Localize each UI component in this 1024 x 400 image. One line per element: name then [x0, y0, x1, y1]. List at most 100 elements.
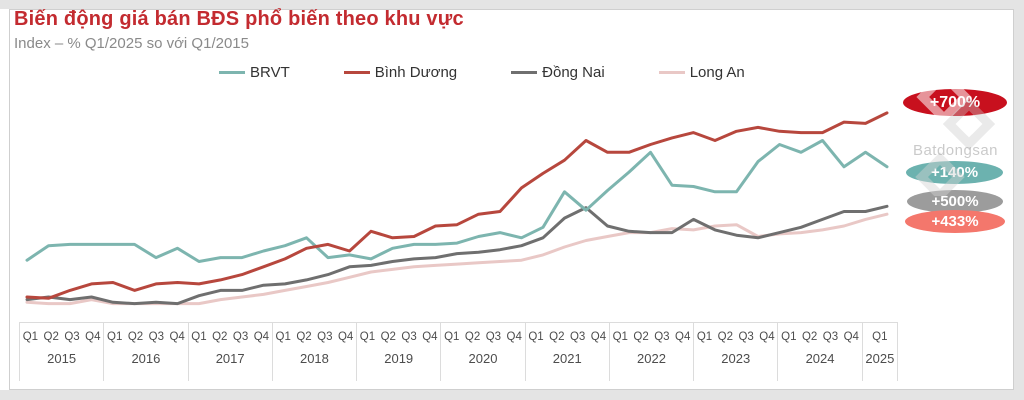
quarter-label: Q1: [275, 331, 291, 343]
legend-swatch: [658, 71, 685, 74]
quarters-row: Q1: [863, 323, 897, 343]
quarter-label: Q2: [549, 331, 565, 343]
quarter-label: Q4: [759, 331, 775, 343]
year-label: 2022: [637, 351, 666, 366]
quarters-row: Q1 Q2 Q3 Q4: [189, 323, 272, 343]
year-group-2021: Q1 Q2 Q3 Q4 2021: [524, 323, 609, 381]
quarter-label: Q4: [169, 331, 185, 343]
quarters-row: Q1 Q2 Q3 Q4: [694, 323, 777, 343]
year-group-2018: Q1 Q2 Q3 Q4 2018: [271, 323, 356, 381]
chart-title: Biến động giá bán BĐS phổ biến theo khu …: [14, 8, 464, 30]
year-group-2017: Q1 Q2 Q3 Q4 2017: [187, 323, 272, 381]
x-axis: Q1 Q2 Q3 Q4 2015 Q1 Q2 Q3 Q4 2016 Q1 Q2 Q3 Q4 2017 Q1 Q2…: [19, 322, 899, 381]
series-line-bình-dương: [25, 111, 889, 300]
quarters-row: Q1 Q2 Q3 Q4: [357, 323, 440, 343]
series-line-đồng-nai: [25, 204, 889, 306]
end-badge-2: +140%: [906, 161, 1003, 184]
quarter-label: Q2: [296, 331, 312, 343]
quarters-row: Q1 Q2 Q3 Q4: [610, 323, 693, 343]
quarter-label: Q1: [612, 331, 628, 343]
series-line-brvt: [25, 139, 889, 263]
quarter-label: Q2: [127, 331, 144, 343]
quarter-label: Q1: [22, 331, 39, 343]
quarter-label: Q2: [43, 331, 59, 343]
quarter-label: Q2: [212, 331, 228, 343]
quarter-label: Q3: [738, 331, 754, 343]
quarters-row: Q1 Q2 Q3 Q4: [20, 323, 103, 343]
quarter-label: Q4: [843, 331, 859, 343]
quarter-label: Q1: [444, 331, 460, 343]
year-label: 2023: [721, 351, 751, 366]
year-group-2015: Q1 Q2 Q3 Q4 2015: [19, 323, 103, 381]
year-label: 2015: [47, 351, 77, 366]
year-label: 2025: [865, 351, 895, 366]
year-group-2024: Q1 Q2 Q3 Q4 2024: [777, 323, 861, 381]
quarter-label: Q3: [485, 331, 502, 343]
legend-swatch: [343, 71, 370, 74]
year-label: 2019: [384, 351, 414, 366]
quarter-label: Q2: [380, 331, 396, 343]
quarters-row: Q1 Q2 Q3 Q4: [526, 323, 609, 343]
quarter-label: Q3: [401, 331, 417, 343]
quarter-label: Q4: [506, 331, 522, 343]
quarter-label: Q1: [107, 331, 123, 343]
legend-swatch: [511, 71, 538, 74]
chart-legend: BRVT Bình Dương Đồng Nai Long An: [219, 64, 745, 81]
legend-label: Đồng Nai: [542, 64, 605, 81]
quarter-label: Q1: [191, 331, 207, 343]
legend-item-4: Long An: [658, 64, 745, 81]
year-label: 2017: [215, 351, 245, 366]
legend-label: Bình Dương: [374, 64, 458, 81]
quarters-row: Q1 Q2 Q3 Q4: [441, 323, 524, 343]
quarters-row: Q1 Q2 Q3 Q4: [104, 323, 187, 343]
chart-subtitle: Index – % Q1/2025 so với Q1/2015: [14, 35, 249, 52]
year-group-2016: Q1 Q2 Q3 Q4 2016: [103, 323, 187, 381]
year-label: 2020: [468, 351, 498, 366]
quarter-label: Q4: [253, 331, 270, 343]
end-badge-3: +500%: [907, 190, 1003, 213]
year-group-2022: Q1 Q2 Q3 Q4 2022: [608, 323, 693, 381]
quarters-row: Q1 Q2 Q3 Q4: [273, 323, 356, 343]
legend-item-1: BRVT: [219, 64, 290, 81]
legend-item-3: Đồng Nai: [511, 64, 605, 81]
quarters-row: Q1 Q2 Q3 Q4: [778, 323, 861, 343]
quarter-label: Q3: [654, 331, 670, 343]
year-group-2025: Q1 2025: [861, 323, 899, 381]
quarter-label: Q4: [85, 331, 101, 343]
year-label: 2024: [805, 351, 835, 366]
quarter-label: Q3: [232, 331, 249, 343]
end-badge-4: +433%: [905, 210, 1005, 233]
year-label: 2021: [552, 351, 582, 366]
quarter-label: Q1: [528, 331, 544, 343]
year-label: 2018: [299, 351, 329, 366]
year-group-2019: Q1 Q2 Q3 Q4 2019: [356, 323, 440, 381]
quarter-label: Q3: [148, 331, 164, 343]
quarter-label: Q1: [696, 331, 713, 343]
quarter-label: Q2: [633, 331, 649, 343]
quarter-label: Q2: [717, 331, 734, 343]
quarter-label: Q3: [822, 331, 839, 343]
quarter-label: Q4: [422, 331, 438, 343]
quarter-label: Q2: [801, 331, 818, 343]
quarter-label: Q2: [464, 331, 481, 343]
quarter-label: Q1: [872, 331, 888, 343]
quarter-label: Q3: [317, 331, 333, 343]
quarter-label: Q3: [64, 331, 80, 343]
year-label: 2016: [131, 351, 161, 366]
legend-label: Long An: [689, 64, 745, 81]
quarter-label: Q4: [590, 331, 607, 343]
page-margin: [0, 9, 9, 390]
quarter-label: Q4: [675, 331, 691, 343]
year-group-2023: Q1 Q2 Q3 Q4 2023: [693, 323, 777, 381]
legend-label: BRVT: [250, 64, 290, 81]
end-badge-1: +700%: [903, 89, 1007, 116]
year-group-2020: Q1 Q2 Q3 Q4 2020: [440, 323, 524, 381]
legend-swatch: [219, 71, 245, 74]
quarter-label: Q3: [569, 331, 586, 343]
quarter-label: Q4: [337, 331, 354, 343]
quarter-label: Q1: [359, 331, 376, 343]
quarter-label: Q1: [781, 331, 797, 343]
legend-item-2: Bình Dương: [343, 64, 458, 81]
